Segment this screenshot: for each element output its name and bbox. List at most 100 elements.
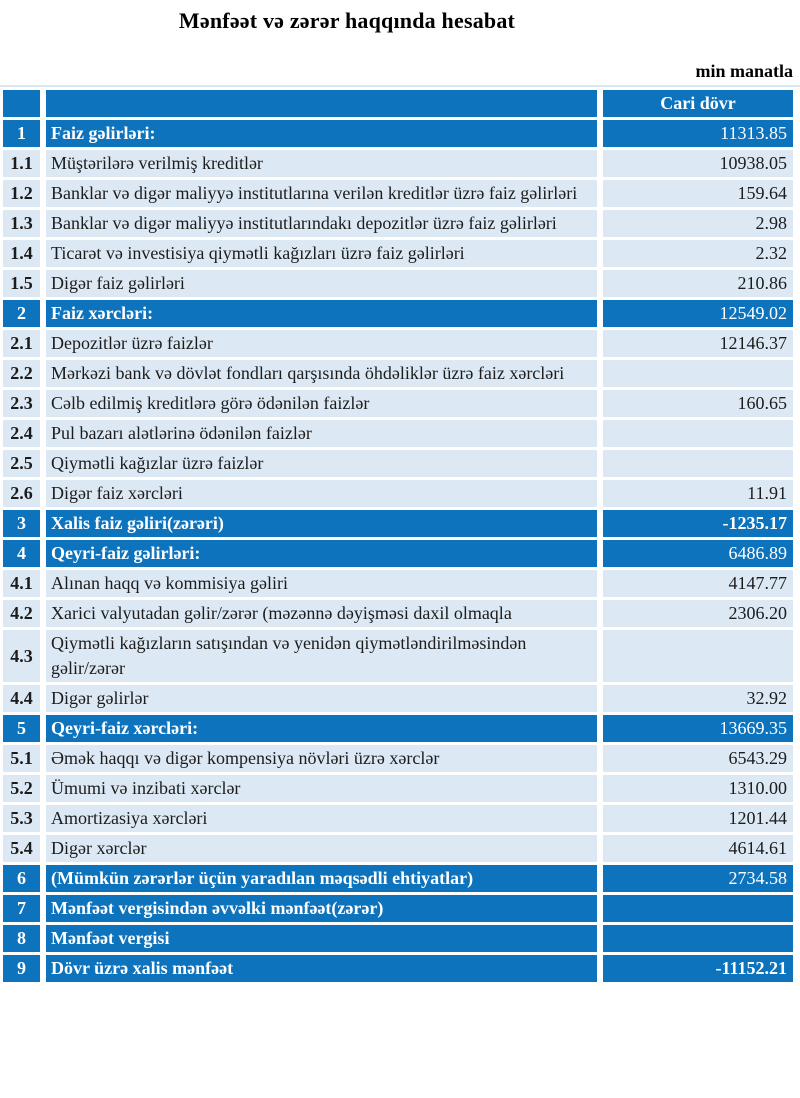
row-number-cell: 7 — [3, 895, 40, 922]
row-number-cell: 4.1 — [3, 570, 40, 597]
table-row: 1 Faiz gəlirləri: 11313.85 — [3, 120, 793, 147]
row-number-cell: 5 — [3, 715, 40, 742]
table-row: 6 (Mümkün zərərlər üçün yaradılan məqsədl… — [3, 865, 793, 892]
table-body: 1 Faiz gəlirləri: 11313.85 1.1 Müştərilərə v… — [3, 120, 793, 982]
table-row: 2.5 Qiymətli kağızlar üzrə faizlər — [3, 450, 793, 477]
table-row: 4.2 Xarici valyutadan gəlir/zərər (məzənn… — [3, 600, 793, 627]
row-label-cell: Xarici valyutadan gəlir/zərər (məzənnə d… — [46, 600, 597, 627]
row-label-cell: Digər faiz gəlirləri — [46, 270, 597, 297]
table-row: 2.1 Depozitlər üzrə faizlər 12146.37 — [3, 330, 793, 357]
row-number-cell: 1.3 — [3, 210, 40, 237]
row-value-cell: 13669.35 — [603, 715, 793, 742]
row-number-cell: 4.4 — [3, 685, 40, 712]
row-value-cell: -1235.17 — [603, 510, 793, 537]
table-row: 4 Qeyri-faiz gəlirləri: 6486.89 — [3, 540, 793, 567]
table-row: 5.1 Əmək haqqı və digər kompensiya növlər… — [3, 745, 793, 772]
row-value-cell: 11.91 — [603, 480, 793, 507]
row-number-cell: 2.4 — [3, 420, 40, 447]
row-label-cell: Digər gəlirlər — [46, 685, 597, 712]
row-value-cell — [603, 360, 793, 387]
row-label-cell: Dövr üzrə xalis mənfəət — [46, 955, 597, 982]
table-row: 2.3 Cəlb edilmiş kreditlərə görə ödənilən… — [3, 390, 793, 417]
row-label-cell: Digər faiz xərcləri — [46, 480, 597, 507]
row-value-cell: 1201.44 — [603, 805, 793, 832]
row-value-cell: 159.64 — [603, 180, 793, 207]
row-label-cell: Qeyri-faiz xərcləri: — [46, 715, 597, 742]
row-label-cell: Faiz xərcləri: — [46, 300, 597, 327]
table-row: 4.4 Digər gəlirlər 32.92 — [3, 685, 793, 712]
row-value-cell — [603, 420, 793, 447]
table-row: 2.6 Digər faiz xərcləri 11.91 — [3, 480, 793, 507]
table-row: 4.1 Alınan haqq və kommisiya gəliri 4147.7… — [3, 570, 793, 597]
unit-note: min manatla — [695, 61, 793, 81]
row-value-cell: -11152.21 — [603, 955, 793, 982]
row-number-cell: 5.4 — [3, 835, 40, 862]
row-value-cell: 2.98 — [603, 210, 793, 237]
row-value-cell: 10938.05 — [603, 150, 793, 177]
row-value-cell: 160.65 — [603, 390, 793, 417]
row-label-cell: Mərkəzi bank və dövlət fondları qarşısın… — [46, 360, 597, 387]
row-label-cell: Depozitlər üzrə faizlər — [46, 330, 597, 357]
table-row: 4.3 Qiymətli kağızların satışından və yen… — [3, 630, 793, 682]
header-label-cell — [46, 90, 597, 117]
row-label-cell: Banklar və digər maliyyə institutlarında… — [46, 210, 597, 237]
row-number-cell: 2.1 — [3, 330, 40, 357]
table-row: 9 Dövr üzrə xalis mənfəət -11152.21 — [3, 955, 793, 982]
row-label-cell: Qiymətli kağızlar üzrə faizlər — [46, 450, 597, 477]
row-value-cell: 4147.77 — [603, 570, 793, 597]
table-row: 1.1 Müştərilərə verilmiş kreditlər 10938.0… — [3, 150, 793, 177]
row-label-cell: Cəlb edilmiş kreditlərə görə ödənilən fa… — [46, 390, 597, 417]
row-label-cell: Xalis faiz gəliri(zərəri) — [46, 510, 597, 537]
row-label-cell: Qeyri-faiz gəlirləri: — [46, 540, 597, 567]
page-title: Mənfəət və zərər haqqında hesabat — [178, 8, 516, 33]
table-row: 1.4 Ticarət və investisiya qiymətli kağız… — [3, 240, 793, 267]
table-row: 1.3 Banklar və digər maliyyə institutları… — [3, 210, 793, 237]
row-value-cell: 2.32 — [603, 240, 793, 267]
table-row: 2.2 Mərkəzi bank və dövlət fondları qarşı… — [3, 360, 793, 387]
row-label-cell: Digər xərclər — [46, 835, 597, 862]
row-label-cell: Müştərilərə verilmiş kreditlər — [46, 150, 597, 177]
row-number-cell: 4.2 — [3, 600, 40, 627]
row-label-cell: Alınan haqq və kommisiya gəliri — [46, 570, 597, 597]
row-number-cell: 1.1 — [3, 150, 40, 177]
row-label-cell: Mənfəət vergisindən əvvəlki mənfəət(zərə… — [46, 895, 597, 922]
table-row: 8 Mənfəət vergisi — [3, 925, 793, 952]
header-number-cell — [3, 90, 40, 117]
row-number-cell: 2.6 — [3, 480, 40, 507]
row-label-cell: Banklar və digər maliyyə institutlarına … — [46, 180, 597, 207]
top-rule-divider — [0, 85, 800, 87]
row-value-cell — [603, 450, 793, 477]
row-number-cell: 2.3 — [3, 390, 40, 417]
row-number-cell: 4.3 — [3, 630, 40, 682]
row-value-cell — [603, 925, 793, 952]
header-value-cell: Cari dövr — [603, 90, 793, 117]
row-value-cell: 6486.89 — [603, 540, 793, 567]
row-value-cell: 12549.02 — [603, 300, 793, 327]
row-value-cell: 210.86 — [603, 270, 793, 297]
row-number-cell: 5.3 — [3, 805, 40, 832]
row-value-cell: 11313.85 — [603, 120, 793, 147]
row-value-cell: 32.92 — [603, 685, 793, 712]
row-value-cell: 4614.61 — [603, 835, 793, 862]
row-number-cell: 1 — [3, 120, 40, 147]
row-value-cell — [603, 895, 793, 922]
row-value-cell: 2306.20 — [603, 600, 793, 627]
row-number-cell: 3 — [3, 510, 40, 537]
table-row: 1.5 Digər faiz gəlirləri 210.86 — [3, 270, 793, 297]
table-row: 5.4 Digər xərclər 4614.61 — [3, 835, 793, 862]
row-value-cell: 6543.29 — [603, 745, 793, 772]
row-number-cell: 1.4 — [3, 240, 40, 267]
row-number-cell: 4 — [3, 540, 40, 567]
row-number-cell: 6 — [3, 865, 40, 892]
row-number-cell: 8 — [3, 925, 40, 952]
row-number-cell: 2 — [3, 300, 40, 327]
row-label-cell: Amortizasiya xərcləri — [46, 805, 597, 832]
row-value-cell — [603, 630, 793, 682]
table-row: 5.2 Ümumi və inzibati xərclər 1310.00 — [3, 775, 793, 802]
row-number-cell: 5.2 — [3, 775, 40, 802]
row-label-cell: Ümumi və inzibati xərclər — [46, 775, 597, 802]
row-number-cell: 1.5 — [3, 270, 40, 297]
row-label-cell: Pul bazarı alətlərinə ödənilən faizlər — [46, 420, 597, 447]
row-label-cell: (Mümkün zərərlər üçün yaradılan məqsədli… — [46, 865, 597, 892]
